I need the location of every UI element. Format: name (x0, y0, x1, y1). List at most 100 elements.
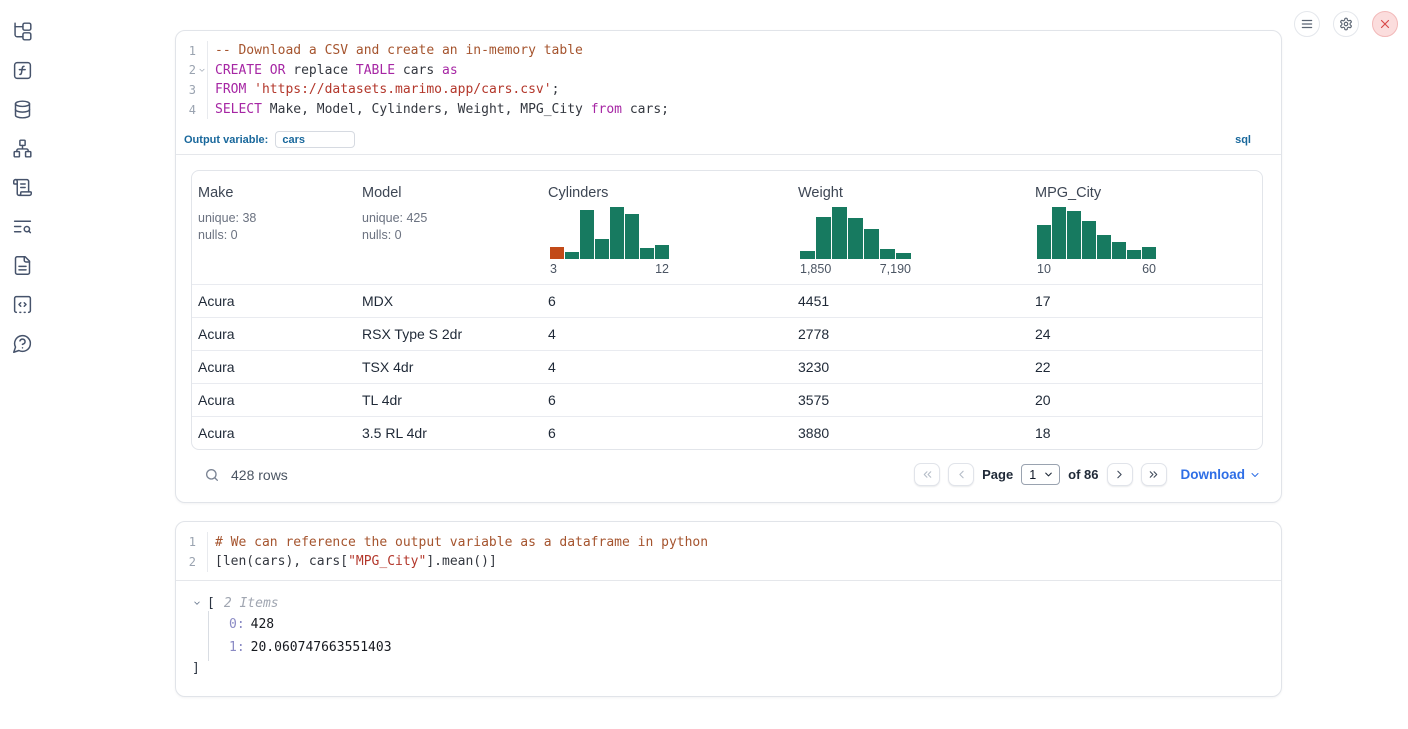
table-row[interactable]: AcuraMDX6445117 (192, 284, 1262, 317)
python-code-editor[interactable]: 1# We can reference the output variable … (176, 522, 1281, 579)
help-bubble-icon[interactable] (9, 330, 35, 356)
histogram-bar[interactable] (816, 217, 831, 259)
table-cell[interactable]: RSX Type S 2dr (356, 326, 542, 342)
weight-histogram[interactable] (800, 207, 911, 259)
file-text-icon[interactable] (9, 252, 35, 278)
histogram-bar[interactable] (1067, 211, 1081, 259)
text-search-icon[interactable] (9, 213, 35, 239)
table-cell[interactable]: TSX 4dr (356, 359, 542, 375)
code-line[interactable]: 2CREATE OR replace TABLE cars as (176, 61, 1281, 81)
table-cell[interactable]: TL 4dr (356, 392, 542, 408)
table-cell[interactable]: Acura (192, 293, 356, 309)
table-cell[interactable]: 18 (1029, 425, 1262, 441)
code-line[interactable]: 3FROM 'https://datasets.marimo.app/cars.… (176, 80, 1281, 100)
table-cell[interactable]: 3.5 RL 4dr (356, 425, 542, 441)
table-cell[interactable]: 22 (1029, 359, 1262, 375)
sql-code-editor[interactable]: 1-- Download a CSV and create an in-memo… (176, 31, 1281, 127)
tree-item[interactable]: 1:20.060747663551403 (209, 636, 1265, 659)
table-cell[interactable]: 3230 (792, 359, 1029, 375)
histogram-bar[interactable] (595, 239, 609, 259)
column-header-cylinders[interactable]: Cylinders 3 12 (542, 171, 792, 284)
function-square-icon[interactable] (9, 57, 35, 83)
table-row[interactable]: AcuraRSX Type S 2dr4277824 (192, 317, 1262, 350)
menu-icon[interactable] (1294, 11, 1320, 37)
histogram-bar[interactable] (625, 214, 639, 259)
table-cell[interactable]: 6 (542, 293, 792, 309)
histogram-bar[interactable] (565, 252, 579, 259)
sql-cell-output: Make unique: 38 nulls: 0 Model unique: 4… (176, 155, 1281, 502)
first-page-button[interactable] (914, 463, 940, 486)
histogram-bar[interactable] (655, 245, 669, 259)
histogram-bar[interactable] (1052, 207, 1066, 259)
line-number: 2 (176, 555, 196, 569)
dependency-graph-icon[interactable] (9, 135, 35, 161)
output-variable-input[interactable] (275, 131, 355, 148)
histogram-bar[interactable] (800, 251, 815, 259)
histogram-bar[interactable] (1097, 235, 1111, 259)
table-cell[interactable]: 17 (1029, 293, 1262, 309)
collapse-chevron-icon[interactable] (192, 598, 202, 608)
last-page-button[interactable] (1141, 463, 1167, 486)
column-header-mpg-city[interactable]: MPG_City 10 60 (1029, 171, 1262, 284)
table-cell[interactable]: 24 (1029, 326, 1262, 342)
table-cell[interactable]: 4 (542, 326, 792, 342)
language-badge[interactable]: sql (1235, 134, 1251, 146)
table-cell[interactable]: 3880 (792, 425, 1029, 441)
table-cell[interactable]: 3575 (792, 392, 1029, 408)
column-header-model[interactable]: Model unique: 425 nulls: 0 (356, 171, 542, 284)
table-row[interactable]: Acura3.5 RL 4dr6388018 (192, 416, 1262, 449)
mpg-city-histogram[interactable] (1037, 207, 1156, 259)
table-cell[interactable]: Acura (192, 392, 356, 408)
histogram-bar[interactable] (1082, 221, 1096, 259)
histogram-bar[interactable] (848, 218, 863, 259)
gear-icon[interactable] (1333, 11, 1359, 37)
database-icon[interactable] (9, 96, 35, 122)
page-select[interactable]: 1 (1021, 464, 1060, 485)
histogram-bar[interactable] (610, 207, 624, 259)
histogram-bar[interactable] (896, 253, 911, 259)
tree-item-value: 20.060747663551403 (251, 640, 392, 655)
histogram-bar[interactable] (1142, 247, 1156, 259)
download-button[interactable]: Download (1181, 467, 1262, 482)
histogram-bar[interactable] (864, 229, 879, 259)
table-cell[interactable]: 6 (542, 425, 792, 441)
code-line[interactable]: 1-- Download a CSV and create an in-memo… (176, 41, 1281, 61)
fold-chevron-icon[interactable] (196, 66, 207, 74)
table-row[interactable]: AcuraTL 4dr6357520 (192, 383, 1262, 416)
code-line[interactable]: 1# We can reference the output variable … (176, 532, 1281, 552)
column-header-make[interactable]: Make unique: 38 nulls: 0 (192, 171, 356, 284)
snippets-code-icon[interactable] (9, 291, 35, 317)
previous-page-button[interactable] (948, 463, 974, 486)
table-cell[interactable]: 6 (542, 392, 792, 408)
table-row[interactable]: AcuraTSX 4dr4323022 (192, 350, 1262, 383)
code-line[interactable]: 2[len(cars), cars["MPG_City"].mean()] (176, 552, 1281, 572)
histogram-bar[interactable] (1037, 225, 1051, 259)
tree-item-value: 428 (251, 617, 274, 632)
column-header-weight[interactable]: Weight 1,850 7,190 (792, 171, 1029, 284)
histogram-bar[interactable] (640, 248, 654, 259)
histogram-bar[interactable] (550, 247, 564, 259)
table-cell[interactable]: MDX (356, 293, 542, 309)
tree-item[interactable]: 0:428 (209, 613, 1265, 636)
table-cell[interactable]: Acura (192, 326, 356, 342)
next-page-button[interactable] (1107, 463, 1133, 486)
histogram-bar[interactable] (1127, 250, 1141, 259)
close-icon[interactable] (1372, 11, 1398, 37)
search-icon[interactable] (204, 467, 220, 483)
code-text: SELECT Make, Model, Cylinders, Weight, M… (207, 100, 669, 120)
histogram-bar[interactable] (880, 249, 895, 259)
table-cell[interactable]: 4 (542, 359, 792, 375)
table-cell[interactable]: 4451 (792, 293, 1029, 309)
code-line[interactable]: 4SELECT Make, Model, Cylinders, Weight, … (176, 100, 1281, 120)
histogram-bar[interactable] (832, 207, 847, 259)
histogram-bar[interactable] (1112, 242, 1126, 259)
table-cell[interactable]: 2778 (792, 326, 1029, 342)
histogram-bar[interactable] (580, 210, 594, 259)
scroll-scratchpad-icon[interactable] (9, 174, 35, 200)
hist-max-label: 7,190 (880, 262, 911, 276)
table-cell[interactable]: 20 (1029, 392, 1262, 408)
file-tree-icon[interactable] (9, 18, 35, 44)
cylinders-histogram[interactable] (550, 207, 669, 259)
table-cell[interactable]: Acura (192, 425, 356, 441)
table-cell[interactable]: Acura (192, 359, 356, 375)
